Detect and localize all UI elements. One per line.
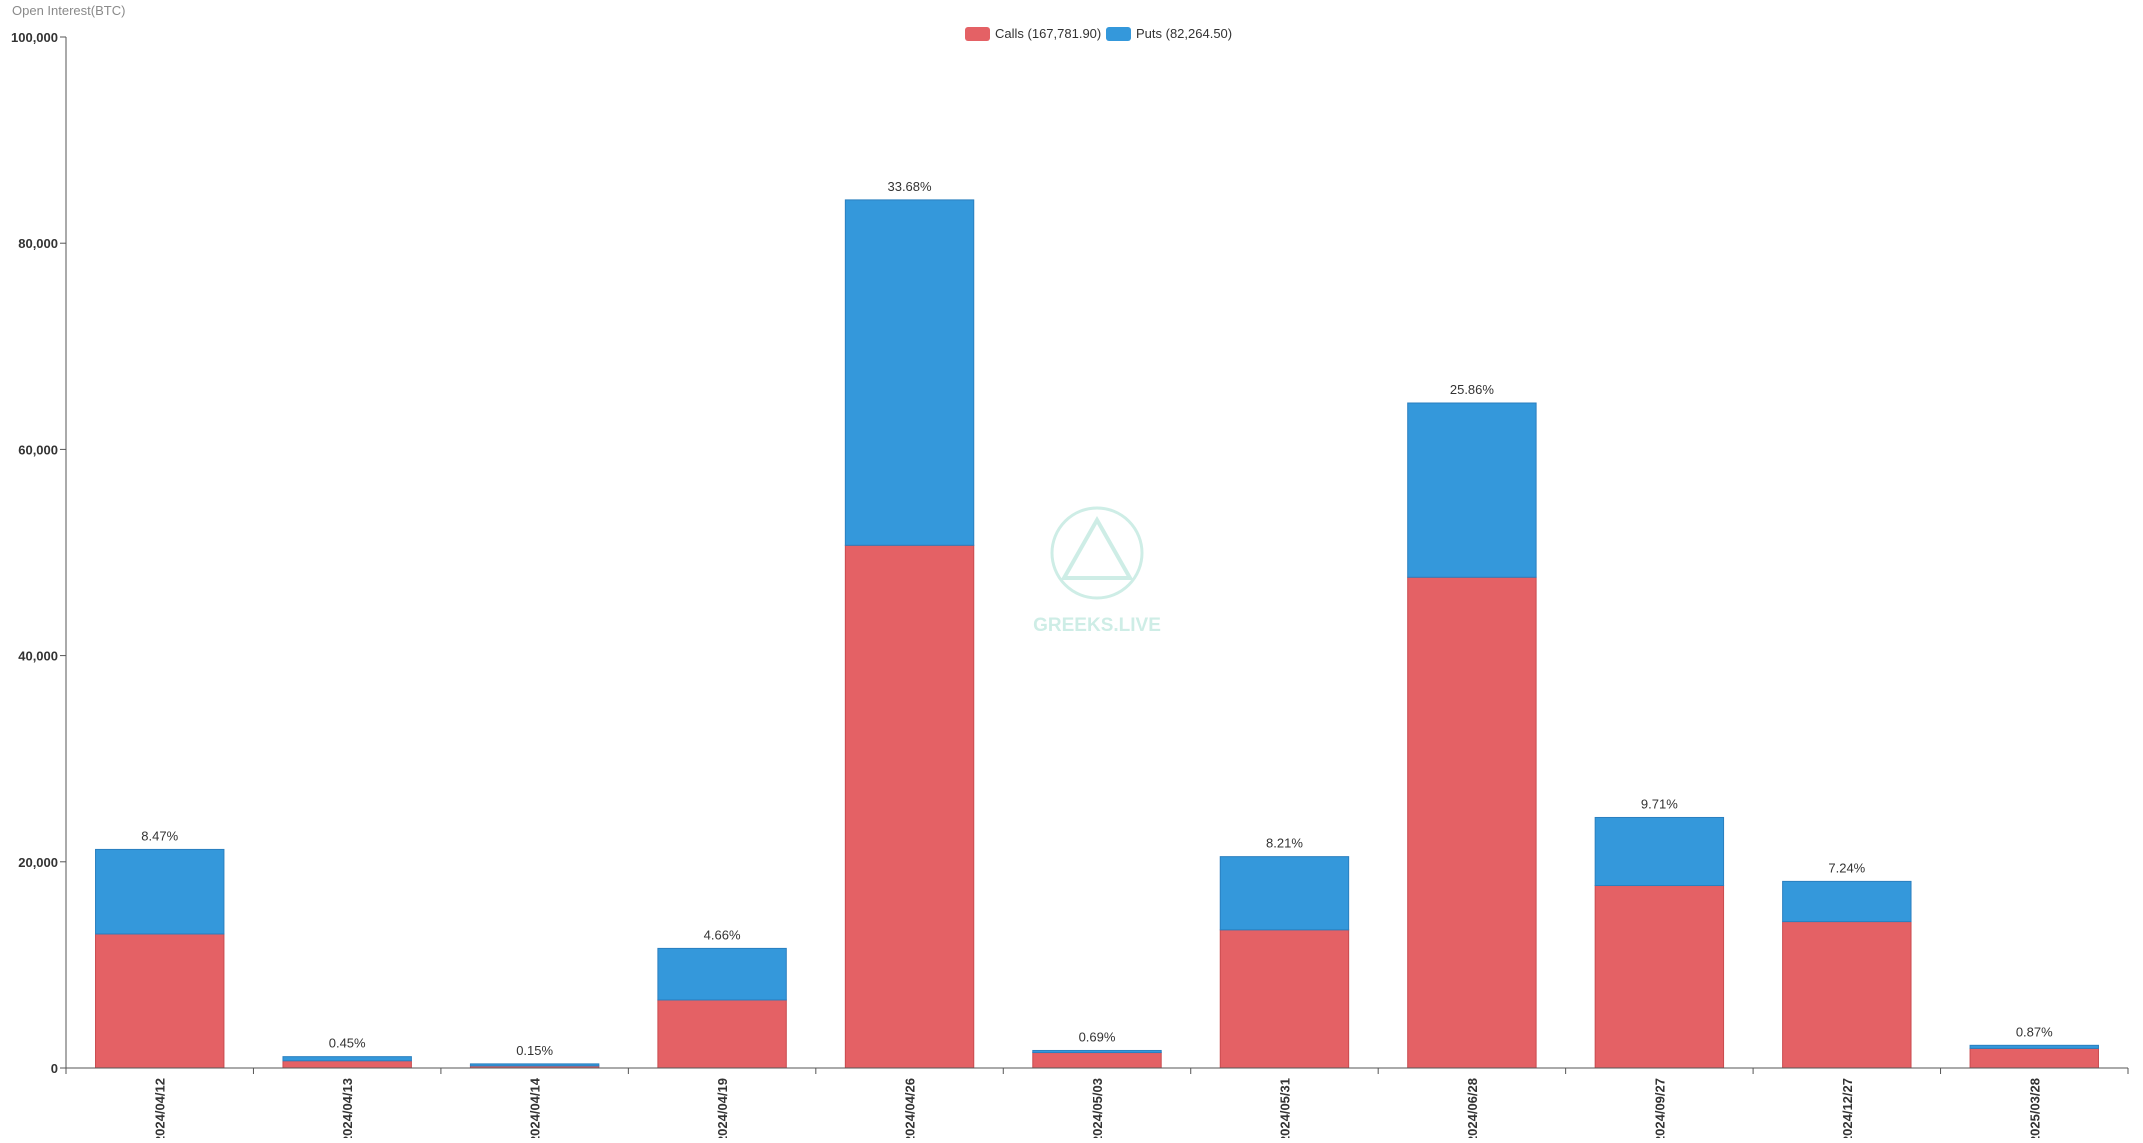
legend: Calls (167,781.90) Puts (82,264.50)	[965, 26, 1232, 41]
bar-percent-label: 9.71%	[1641, 796, 1678, 811]
x-tick-label: 2024/04/12	[153, 1078, 168, 1138]
bar-percent-label: 7.24%	[1828, 860, 1865, 875]
bar-puts[interactable]	[1219, 856, 1350, 931]
x-tick-label: 2024/09/27	[1652, 1078, 1667, 1138]
bar-percent-label: 0.15%	[516, 1043, 553, 1058]
y-tick-label: 80,000	[18, 236, 58, 251]
y-tick-label: 40,000	[18, 649, 58, 664]
bar-calls[interactable]	[1969, 1047, 2099, 1069]
bar-calls[interactable]	[1782, 921, 1912, 1069]
x-tick-label: 2024/04/19	[715, 1078, 730, 1138]
bar-calls[interactable]	[1032, 1052, 1162, 1069]
bar-puts[interactable]	[469, 1063, 600, 1067]
bar-percent-label: 8.21%	[1266, 836, 1303, 851]
bar-percent-label: 0.45%	[329, 1036, 366, 1051]
watermark-logo-triangle-icon	[1060, 515, 1134, 580]
bar-calls[interactable]	[657, 999, 787, 1069]
legend-swatch-puts	[1106, 27, 1131, 41]
legend-item-calls[interactable]: Calls (167,781.90)	[965, 26, 1101, 41]
y-tick-label: 0	[51, 1061, 58, 1076]
bar-puts[interactable]	[657, 947, 787, 1001]
bar-percent-label: 8.47%	[141, 828, 178, 843]
bar-calls[interactable]	[95, 933, 225, 1069]
legend-swatch-calls	[965, 27, 990, 41]
y-tick-label: 60,000	[18, 442, 58, 457]
x-tick-label: 2024/04/13	[340, 1078, 355, 1138]
bar-puts[interactable]	[1407, 402, 1537, 578]
bar-puts[interactable]	[1969, 1044, 2099, 1049]
bars: 8.47% 0.45% 0.15% 4.66% 33.68% 0.69% 8.21% 25.8…	[95, 179, 2099, 1069]
y-tick-label: 20,000	[18, 855, 58, 870]
bar-calls[interactable]	[844, 544, 975, 1069]
y-axis: 0 20,000 40,000 60,000 80,000 100,000	[11, 30, 67, 1076]
watermark-text: GREEKS.LIVE	[1033, 615, 1161, 636]
bar-puts[interactable]	[844, 199, 975, 546]
y-axis-title: Open Interest(BTC)	[12, 3, 125, 18]
greeks-live-watermark: GREEKS.LIVE	[1033, 506, 1161, 636]
x-tick-label: 2024/04/26	[903, 1078, 918, 1138]
x-tick-label: 2025/03/28	[2027, 1078, 2042, 1138]
x-tick-label: 2024/05/03	[1090, 1078, 1105, 1138]
legend-label-puts: Puts (82,264.50)	[1136, 26, 1232, 41]
x-tick-label: 2024/05/31	[1277, 1078, 1292, 1138]
legend-label-calls: Calls (167,781.90)	[995, 26, 1101, 41]
bar-calls[interactable]	[1219, 929, 1350, 1069]
bar-percent-label: 25.86%	[1450, 382, 1495, 397]
bar-percent-label: 0.87%	[2016, 1024, 2053, 1039]
x-axis: 2024/04/12 2024/04/13 2024/04/14 2024/04/19…	[65, 1067, 2129, 1143]
bar-puts[interactable]	[95, 848, 225, 935]
bar-calls[interactable]	[1407, 576, 1537, 1069]
bar-calls[interactable]	[1594, 885, 1725, 1069]
bar-calls[interactable]	[282, 1060, 412, 1069]
bar-percent-label: 33.68%	[887, 179, 932, 194]
x-tick-label: 2024/04/14	[528, 1077, 543, 1138]
bar-puts[interactable]	[1594, 816, 1725, 887]
y-tick-label: 100,000	[11, 30, 58, 45]
x-tick-label: 2024/12/27	[1840, 1078, 1855, 1138]
bar-puts[interactable]	[282, 1056, 412, 1062]
bar-puts[interactable]	[1782, 880, 1912, 923]
x-tick-label: 2024/06/28	[1465, 1078, 1480, 1138]
legend-item-puts[interactable]: Puts (82,264.50)	[1106, 26, 1232, 41]
bar-percent-label: 4.66%	[704, 927, 741, 942]
bar-percent-label: 0.69%	[1079, 1029, 1116, 1044]
bar-puts[interactable]	[1032, 1049, 1162, 1054]
watermark-logo-circle	[1050, 506, 1144, 600]
